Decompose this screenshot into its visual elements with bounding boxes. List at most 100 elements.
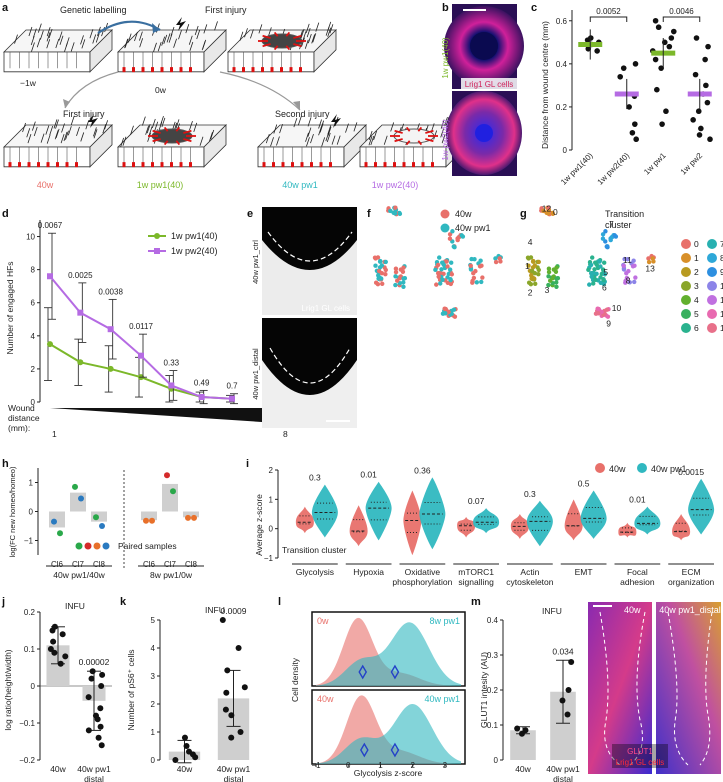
x-tick-label: distal [553, 774, 573, 782]
cell-point [435, 262, 441, 268]
hair [315, 22, 320, 32]
cell-point [623, 278, 628, 284]
legend-40w: 40w [455, 209, 472, 219]
hair [319, 123, 324, 133]
label-40w: 40w [624, 605, 641, 615]
panel-g-label: g [520, 208, 527, 220]
labelled-cell [262, 162, 266, 168]
paired-sample-dot [75, 542, 83, 550]
data-point [168, 382, 175, 389]
cell-point [442, 306, 447, 311]
data-point [237, 729, 244, 735]
data-point [99, 671, 106, 678]
cell-point [600, 267, 606, 272]
y-tick-label: 0.6 [556, 17, 568, 26]
tissue-dark [262, 207, 357, 270]
bar [141, 511, 157, 521]
data-point [655, 24, 662, 31]
hair [306, 27, 311, 38]
label-1w-pw1-40: 1w pw1(40) [137, 180, 184, 190]
migrating-cells [285, 31, 291, 37]
cell-point [455, 236, 460, 241]
legend-label: 8 [720, 253, 723, 263]
panel-l-label: l [278, 596, 281, 608]
labelled-cell [251, 67, 255, 73]
migrating-cells [394, 138, 403, 143]
hair [329, 24, 334, 34]
hair [188, 35, 193, 45]
cell-point [531, 276, 537, 281]
cell-point [401, 280, 406, 285]
data-point [183, 743, 190, 749]
p-value: 0.49 [194, 378, 210, 387]
infu-outline [599, 611, 621, 766]
xlabel-wound: Wound [8, 403, 35, 413]
y-tick-label: 8 [31, 266, 36, 275]
label-40w-pw1: 40w pw1 [282, 180, 318, 190]
data-point [663, 108, 669, 115]
hair [440, 119, 445, 129]
legend-label: 5 [694, 309, 699, 319]
hair [327, 125, 332, 135]
labelled-cell [300, 162, 304, 168]
cell-point [627, 280, 633, 285]
violin [365, 481, 392, 541]
chart-d: 0 2 4 6 8 100.0067 0.0025 0.0038 0.0117 0.33 0.49 0… [26, 220, 238, 407]
data-point [77, 309, 84, 316]
legend-swatch [637, 463, 647, 473]
cell-point [587, 282, 592, 287]
group-label: 40w pw1/40w [53, 570, 105, 580]
labelled-cell [299, 67, 302, 73]
data-point [584, 37, 591, 43]
y-tick-label: 0.2 [24, 608, 36, 617]
cell-point [630, 264, 636, 269]
axis-title-x: Glycolysis z-score [354, 768, 423, 778]
y-tick-label: −1 [24, 537, 34, 546]
hair [70, 42, 75, 52]
chart-c: 0 0.2 0.4 0.6 1w pw1(40) 1w pw2(40) 1w pw1 1w p… [556, 7, 713, 187]
data-point [47, 341, 53, 348]
x-tick-label: Focal [627, 567, 648, 577]
cell-point [544, 210, 549, 216]
p-value: 0.07 [468, 496, 485, 506]
data-point [228, 734, 235, 741]
cell-point [604, 307, 610, 312]
migrating-cells [175, 126, 181, 132]
cell-point [536, 267, 542, 273]
legend-label: 10 [720, 281, 723, 291]
legend-label: 1w pw2(40) [171, 246, 218, 256]
arrow-branch-left [64, 71, 119, 109]
cell-point [604, 244, 609, 249]
cell-point [554, 280, 559, 285]
hair [160, 116, 164, 126]
data-point [565, 687, 572, 693]
cell-point [621, 267, 627, 272]
cell-point [373, 263, 378, 268]
cluster-label: 3 [545, 285, 550, 295]
migrating-cells [152, 129, 161, 134]
cell-point [597, 259, 602, 264]
cell-point [546, 266, 552, 271]
cluster-label: 2 [528, 287, 533, 297]
cell-point [541, 208, 546, 214]
hair [45, 125, 50, 135]
hair [130, 125, 134, 135]
migrating-cells [405, 126, 411, 132]
cell-point [590, 255, 595, 260]
sample-point [191, 514, 197, 521]
hair [441, 134, 446, 144]
data-point [94, 716, 101, 723]
x-tick-label: 1 [378, 761, 383, 770]
legend-label: 4 [694, 295, 699, 305]
cell-point [608, 236, 613, 241]
hair [53, 119, 58, 129]
density-label: 40w [317, 694, 334, 704]
y-tick-label: 0 [29, 508, 34, 517]
data-point [222, 706, 229, 713]
hair [302, 31, 307, 41]
xlabel-max: 8 [283, 429, 288, 439]
mean-diamond-marker [390, 664, 400, 680]
hair [46, 39, 51, 49]
violin [580, 490, 607, 539]
hair [209, 132, 213, 142]
